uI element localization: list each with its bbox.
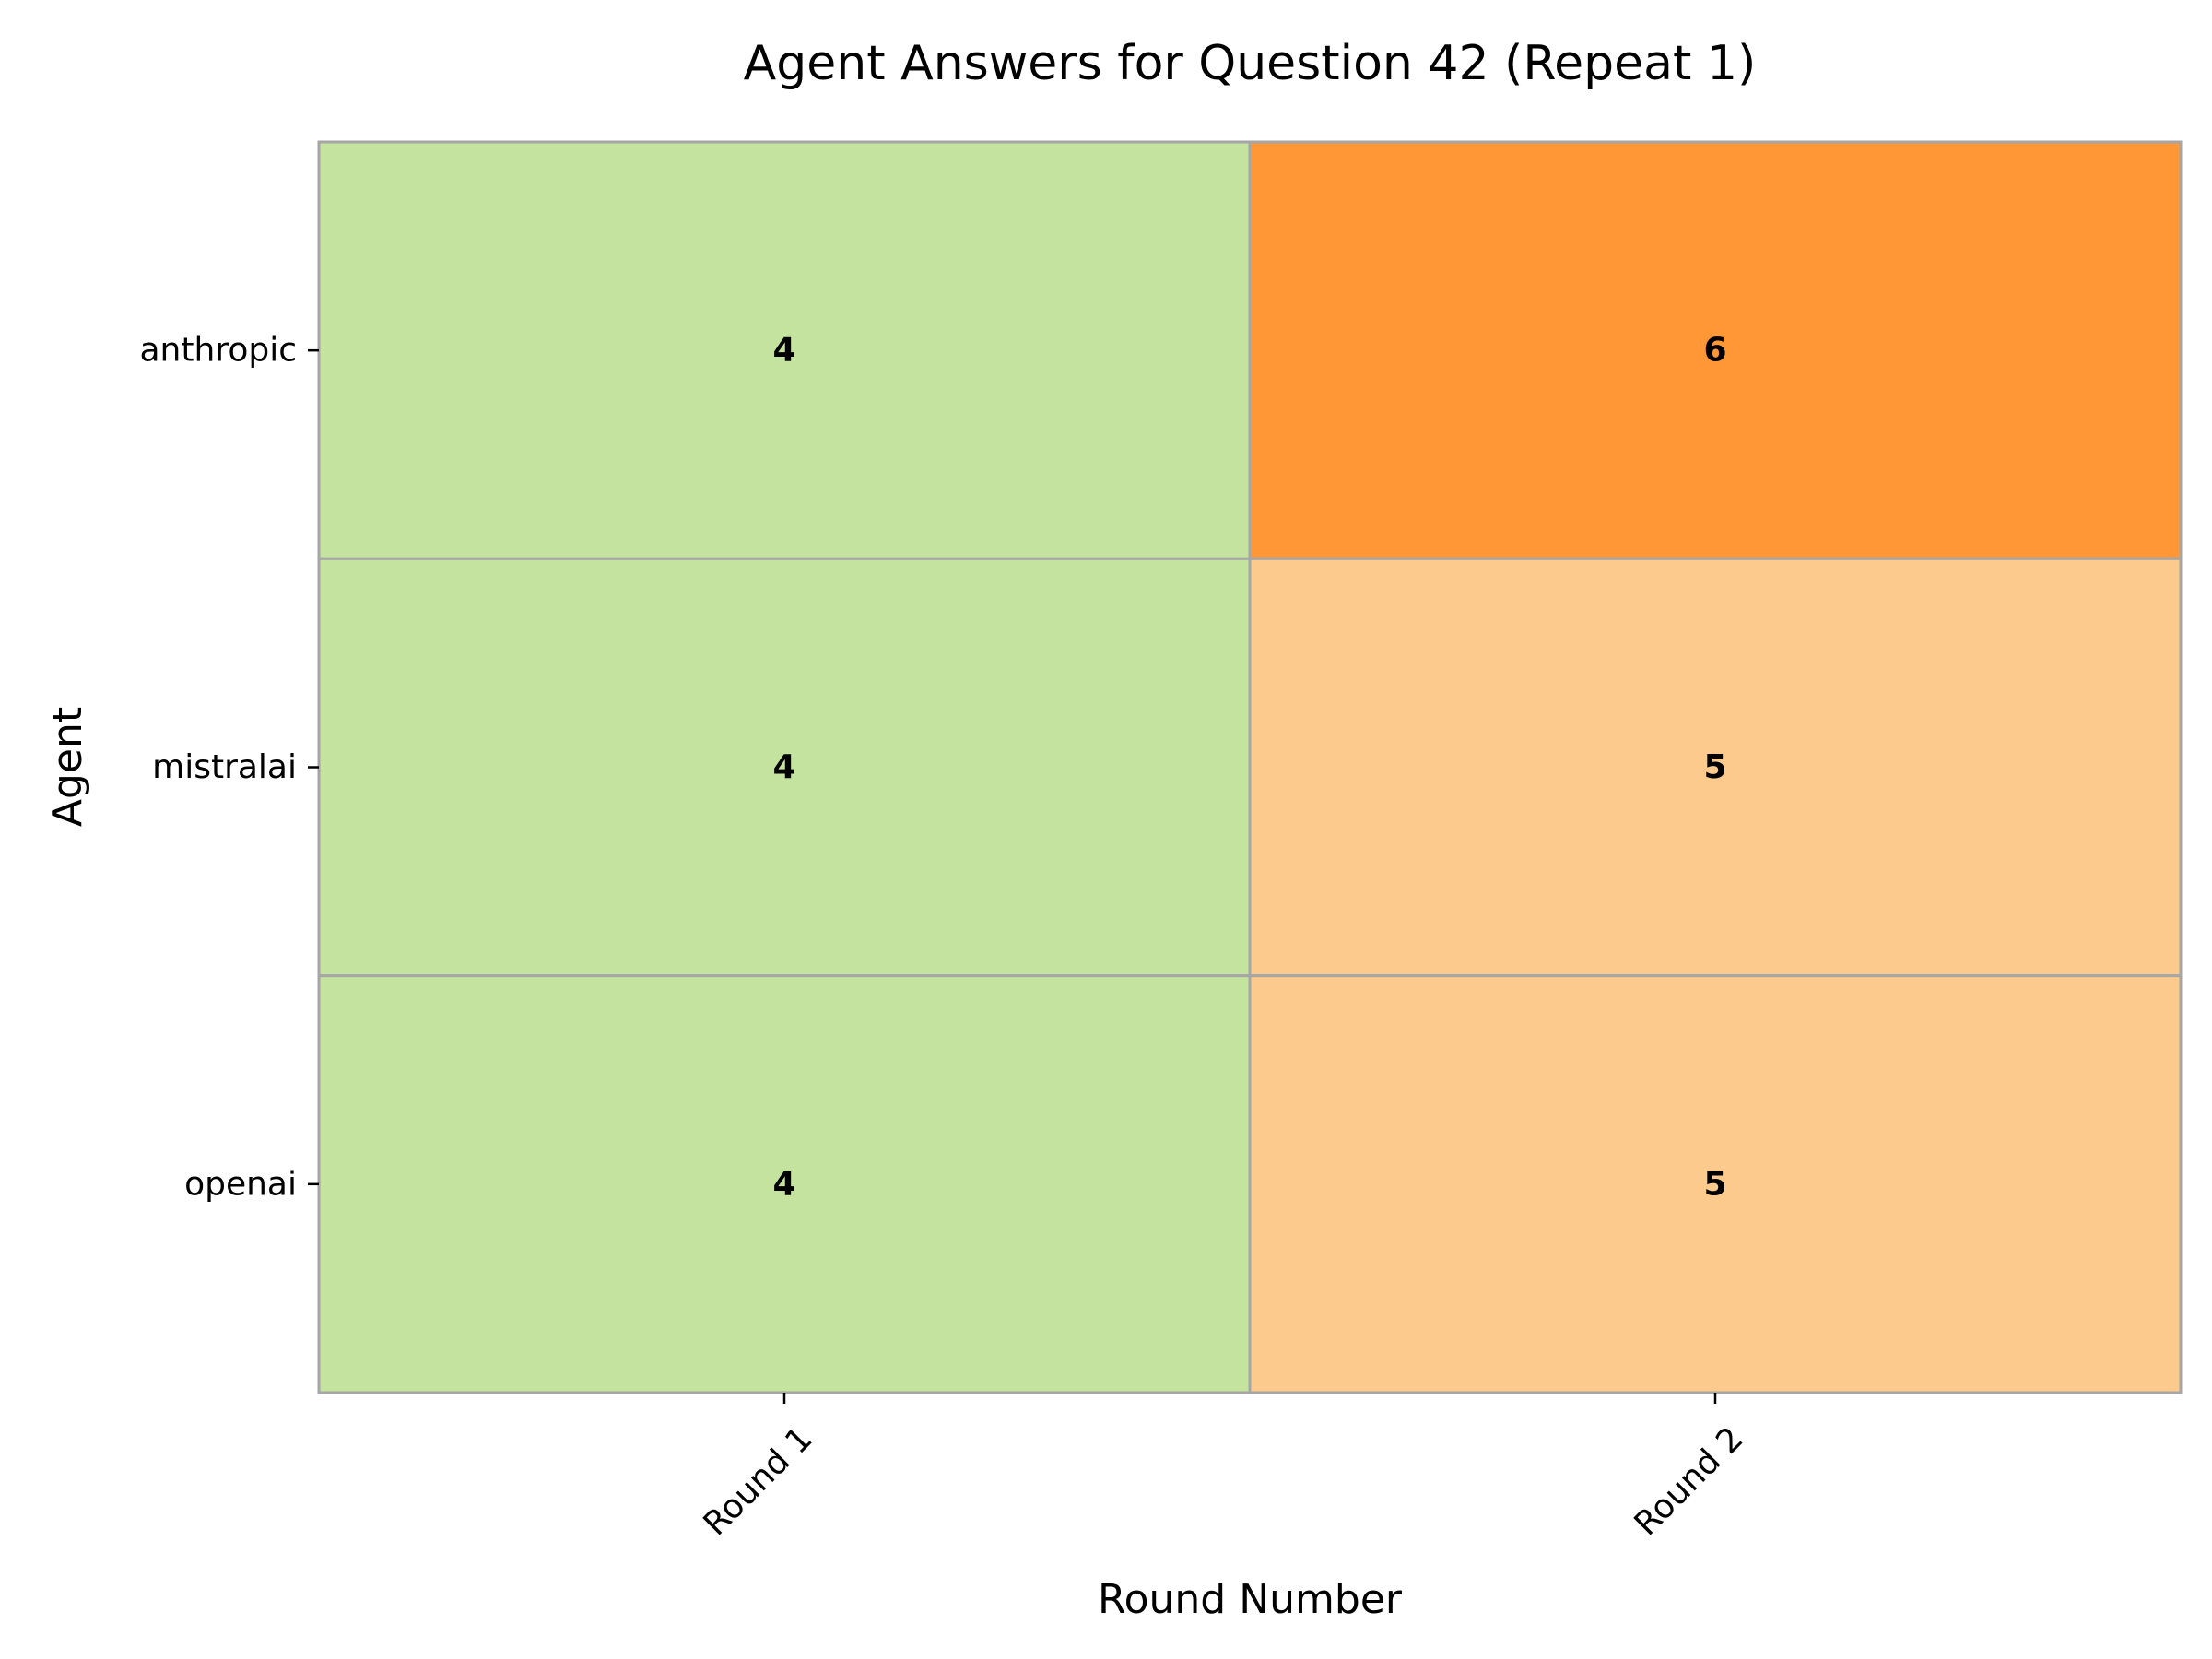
cell-value-label: 4 xyxy=(772,332,795,370)
y-tick-label: anthropic xyxy=(140,332,298,370)
heatmap-cell-openai-1 xyxy=(317,974,1252,1394)
y-tick-label: mistralai xyxy=(152,748,297,786)
heatmap-cell-openai-2 xyxy=(1248,974,2183,1394)
cell-value-label: 4 xyxy=(772,1165,795,1203)
cell-value-label: 4 xyxy=(772,748,795,786)
heatmap-cell-anthropic-2 xyxy=(1248,140,2183,560)
heatmap-cell-mistralai-2 xyxy=(1248,557,2183,978)
y-axis-ticks: anthropic mistralai openai xyxy=(140,332,319,1203)
y-axis-label: Agent xyxy=(44,707,91,827)
chart-title: Agent Answers for Question 42 (Repeat 1) xyxy=(744,36,1757,91)
heatmap-cell-anthropic-1 xyxy=(317,140,1252,560)
heatmap-cells xyxy=(317,140,2183,1394)
x-axis-label: Round Number xyxy=(1098,1576,1403,1623)
cell-value-label: 6 xyxy=(1703,332,1726,370)
x-tick-label: Round 2 xyxy=(1628,1419,1751,1543)
cell-value-label: 5 xyxy=(1703,1165,1726,1203)
y-tick-label: openai xyxy=(184,1165,297,1203)
x-tick-label: Round 1 xyxy=(697,1419,820,1543)
heatmap-cell-labels: 4 6 4 5 4 5 xyxy=(772,332,1726,1204)
cell-value-label: 5 xyxy=(1703,748,1726,786)
x-axis-ticks: Round 1 Round 2 xyxy=(697,1393,1751,1543)
heatmap-cell-mistralai-1 xyxy=(317,557,1252,978)
